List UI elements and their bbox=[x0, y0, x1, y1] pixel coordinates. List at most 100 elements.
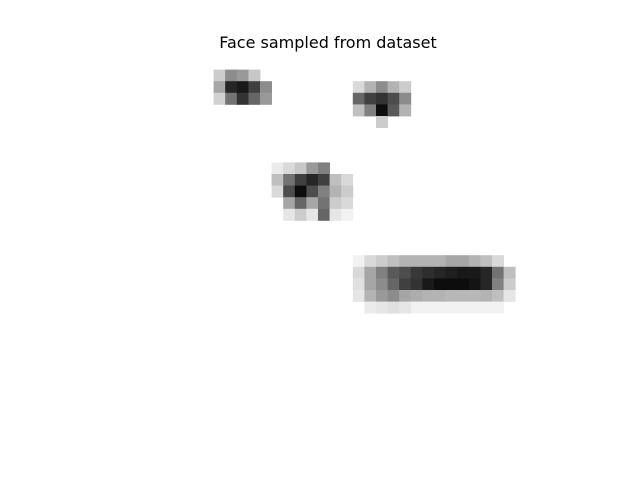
heatmap-cell bbox=[387, 104, 400, 117]
heatmap-cell bbox=[410, 278, 423, 291]
heatmap-cell bbox=[364, 301, 377, 314]
heatmap-cell bbox=[283, 197, 296, 210]
heatmap-cell bbox=[376, 266, 388, 279]
heatmap-cell bbox=[225, 92, 238, 105]
heatmap-cell bbox=[480, 290, 493, 302]
heatmap-cell bbox=[434, 301, 446, 314]
heatmap-cell bbox=[387, 301, 400, 314]
heatmap-cell bbox=[399, 266, 412, 279]
heatmap-cell bbox=[399, 301, 412, 314]
heatmap-cell bbox=[329, 208, 342, 221]
heatmap-cell bbox=[410, 290, 423, 302]
heatmap-cell bbox=[480, 266, 493, 279]
heatmap-cell bbox=[422, 266, 435, 279]
heatmap-cell bbox=[283, 174, 296, 186]
heatmap-cell bbox=[468, 301, 481, 314]
heatmap-cell bbox=[503, 278, 516, 291]
heatmap-cell bbox=[364, 81, 377, 94]
heatmap-cell bbox=[306, 208, 319, 221]
heatmap-cell bbox=[271, 185, 284, 198]
heatmap-cell bbox=[364, 92, 377, 105]
heatmap-cell bbox=[492, 290, 504, 302]
heatmap-cell bbox=[364, 104, 377, 117]
heatmap-cell bbox=[225, 81, 238, 94]
heatmap-cell bbox=[341, 185, 354, 198]
heatmap-cell bbox=[457, 255, 470, 268]
heatmap-cell bbox=[387, 255, 400, 268]
heatmap-cell bbox=[410, 255, 423, 268]
heatmap-cell bbox=[410, 301, 423, 314]
heatmap-cell bbox=[422, 290, 435, 302]
heatmap-cell bbox=[352, 266, 365, 279]
heatmap-cell bbox=[376, 290, 388, 302]
heatmap-cell bbox=[294, 162, 307, 175]
heatmap-cell bbox=[213, 92, 226, 105]
heatmap-cell bbox=[364, 278, 377, 291]
chart-title: Face sampled from dataset bbox=[219, 33, 437, 52]
heatmap-cell bbox=[399, 92, 412, 105]
heatmap-cell bbox=[352, 81, 365, 94]
heatmap-cell bbox=[236, 81, 249, 94]
heatmap-cell bbox=[399, 81, 412, 94]
heatmap-cell bbox=[492, 255, 504, 268]
heatmap-cell bbox=[260, 81, 272, 94]
heatmap-cell bbox=[480, 278, 493, 291]
heatmap-cell bbox=[248, 69, 261, 82]
heatmap-cell bbox=[410, 266, 423, 279]
heatmap-cell bbox=[445, 278, 458, 291]
heatmap-cell bbox=[225, 69, 238, 82]
heatmap-cell bbox=[376, 116, 388, 128]
heatmap-cell bbox=[329, 185, 342, 198]
heatmap-cell bbox=[352, 92, 365, 105]
heatmap-cell bbox=[468, 266, 481, 279]
heatmap-cell bbox=[457, 278, 470, 291]
heatmap-cell bbox=[422, 278, 435, 291]
heatmap-cell bbox=[306, 174, 319, 186]
heatmap-cell bbox=[422, 255, 435, 268]
heatmap-cell bbox=[283, 208, 296, 221]
heatmap-cell bbox=[387, 278, 400, 291]
heatmap-cell bbox=[480, 255, 493, 268]
heatmap-cell bbox=[318, 185, 330, 198]
heatmap-cell bbox=[503, 290, 516, 302]
heatmap-cell bbox=[399, 104, 412, 117]
heatmap-cell bbox=[294, 185, 307, 198]
heatmap-cell bbox=[283, 185, 296, 198]
heatmap-cell bbox=[376, 92, 388, 105]
heatmap-cell bbox=[364, 255, 377, 268]
heatmap-cell bbox=[283, 162, 296, 175]
heatmap-cell bbox=[376, 81, 388, 94]
heatmap-cell bbox=[387, 92, 400, 105]
heatmap-cell bbox=[434, 266, 446, 279]
heatmap-cell bbox=[341, 208, 354, 221]
heatmap-cell bbox=[271, 162, 284, 175]
heatmap-cell bbox=[318, 208, 330, 221]
heatmap-cell bbox=[364, 290, 377, 302]
heatmap-cell bbox=[387, 266, 400, 279]
heatmap-cell bbox=[457, 301, 470, 314]
heatmap-cell bbox=[236, 69, 249, 82]
heatmap-cell bbox=[399, 255, 412, 268]
heatmap-cell bbox=[492, 278, 504, 291]
heatmap-cell bbox=[352, 290, 365, 302]
heatmap-cell bbox=[492, 301, 504, 314]
heatmap-cell bbox=[306, 162, 319, 175]
heatmap-cell bbox=[376, 278, 388, 291]
heatmap-cell bbox=[457, 290, 470, 302]
heatmap-cell bbox=[445, 301, 458, 314]
heatmap-cell bbox=[480, 301, 493, 314]
heatmap-cell bbox=[492, 266, 504, 279]
heatmap-cell bbox=[434, 278, 446, 291]
heatmap-cell bbox=[260, 92, 272, 105]
heatmap-cell bbox=[248, 92, 261, 105]
heatmap-cell bbox=[248, 81, 261, 94]
heatmap-cell bbox=[376, 104, 388, 117]
heatmap-cell bbox=[445, 255, 458, 268]
heatmap-cell bbox=[364, 266, 377, 279]
heatmap-cell bbox=[434, 255, 446, 268]
heatmap-cell bbox=[399, 290, 412, 302]
heatmap-cell bbox=[376, 301, 388, 314]
heatmap-cell bbox=[457, 266, 470, 279]
